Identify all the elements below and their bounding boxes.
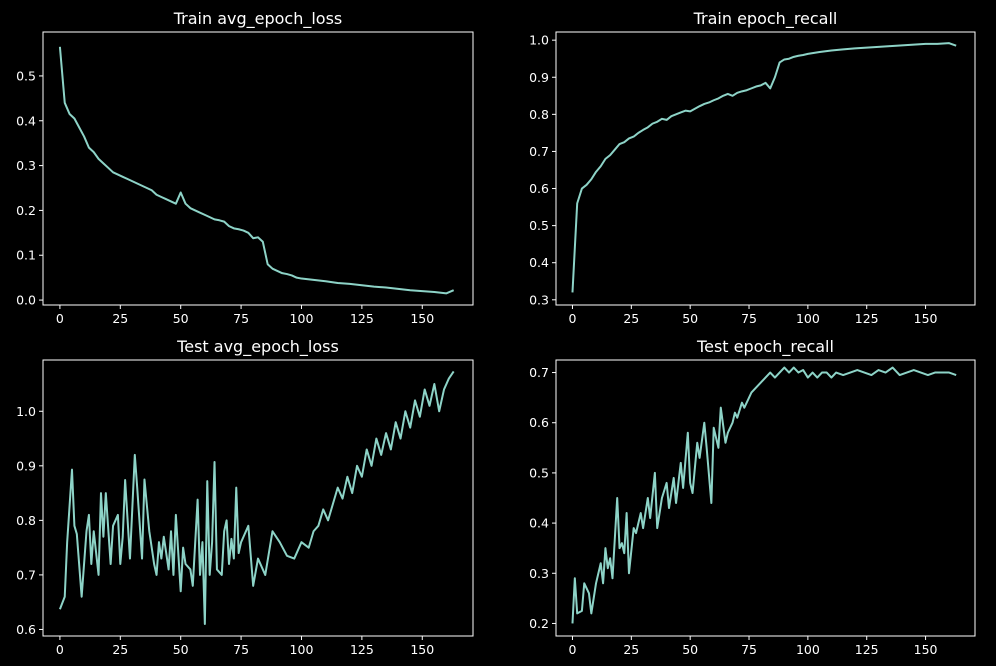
panel-test-avg-epoch-loss: Test avg_epoch_loss 0 25 50 75 100 125 1500.60… — [16, 337, 474, 657]
y-tick-label: 0.5 — [16, 68, 36, 83]
x-tick-label: 125 — [350, 311, 374, 326]
x-tick-label: 25 — [623, 311, 639, 326]
chart-title: Test avg_epoch_loss — [176, 337, 339, 357]
y-tick-label: 0.8 — [529, 107, 549, 122]
x-tick-label: 0 — [56, 311, 64, 326]
y-tick-label: 0.9 — [529, 70, 549, 85]
x-tick-label: 75 — [233, 642, 249, 657]
x-tick-label: 100 — [796, 311, 820, 326]
y-tick-label: 0.4 — [529, 255, 549, 270]
tick-group: 0 25 50 75 100 125 150 0.3 0.4 0.5 0.6 0.7 0.8 0.9 1.0 — [529, 33, 937, 326]
y-tick-label: 0.6 — [529, 181, 549, 196]
y-tick-label: 0.4 — [16, 113, 36, 128]
y-tick-label: 0.5 — [529, 218, 549, 233]
chart-title: Test epoch_recall — [696, 337, 834, 357]
x-tick-label: 150 — [410, 311, 434, 326]
x-tick-label: 100 — [290, 642, 314, 657]
x-tick-label: 125 — [855, 642, 879, 657]
x-tick-label: 50 — [682, 311, 698, 326]
y-tick-label: 0.8 — [16, 513, 36, 528]
y-tick-label: 0.3 — [529, 566, 549, 581]
y-tick-label: 0.5 — [529, 465, 549, 480]
x-tick-label: 100 — [290, 311, 314, 326]
y-tick-label: 0.3 — [529, 292, 549, 307]
x-tick-label: 75 — [233, 311, 249, 326]
y-tick-label: 1.0 — [16, 404, 36, 419]
x-tick-label: 0 — [56, 642, 64, 657]
y-tick-label: 0.2 — [16, 203, 36, 218]
x-tick-label: 150 — [914, 311, 938, 326]
y-tick-label: 0.9 — [16, 458, 36, 473]
x-tick-label: 150 — [410, 642, 434, 657]
series-line — [571, 366, 957, 624]
plot-area-frame — [555, 31, 976, 306]
y-tick-label: 0.4 — [529, 516, 549, 531]
series-line — [58, 370, 455, 625]
y-tick-label: 0.1 — [16, 248, 36, 263]
x-tick-label: 125 — [855, 311, 879, 326]
tick-group: 0 25 50 75 100 125 150 0.2 0.3 0.4 0.5 0.6 0.7 — [529, 365, 937, 657]
series-line — [571, 42, 957, 293]
plot-area-frame — [555, 359, 976, 637]
tick-group: 0 25 50 75 100 125 150 0.0 0.1 0.2 0.3 0.4 0.5 — [16, 68, 434, 326]
x-tick-label: 100 — [796, 642, 820, 657]
x-tick-label: 0 — [569, 311, 577, 326]
y-tick-label: 1.0 — [529, 33, 549, 48]
chart-title: Train epoch_recall — [693, 9, 838, 29]
panel-test-epoch-recall: Test epoch_recall 0 25 50 75 100 125 150 0.2 0.3… — [529, 337, 976, 657]
plot-area-frame — [42, 31, 474, 306]
x-tick-label: 25 — [623, 642, 639, 657]
y-tick-label: 0.3 — [16, 158, 36, 173]
y-tick-label: 0.6 — [529, 415, 549, 430]
x-tick-label: 50 — [173, 642, 189, 657]
x-tick-label: 50 — [173, 311, 189, 326]
x-tick-label: 75 — [741, 311, 757, 326]
plot-area-frame — [42, 359, 474, 637]
y-tick-label: 0.7 — [529, 144, 549, 159]
y-tick-label: 0.6 — [16, 622, 36, 637]
series-line — [58, 46, 455, 295]
x-tick-label: 50 — [682, 642, 698, 657]
panel-train-avg-epoch-loss: Train avg_epoch_loss 0 25 50 75 100 125 150 0.0… — [16, 9, 474, 326]
y-tick-label: 0.0 — [16, 293, 36, 308]
x-tick-label: 0 — [569, 642, 577, 657]
y-tick-label: 0.7 — [16, 567, 36, 582]
panel-train-epoch-recall: Train epoch_recall 0 25 50 75 100 125 150 0.3 0.… — [529, 9, 976, 326]
tick-group: 0 25 50 75 100 125 150 0.6 0.7 0.8 0.9 1.0 — [16, 404, 434, 657]
x-tick-label: 125 — [350, 642, 374, 657]
x-tick-label: 25 — [112, 311, 128, 326]
x-tick-label: 75 — [741, 642, 757, 657]
chart-title: Train avg_epoch_loss — [173, 9, 343, 29]
x-tick-label: 150 — [914, 642, 938, 657]
y-tick-label: 0.2 — [529, 616, 549, 631]
x-tick-label: 25 — [112, 642, 128, 657]
y-tick-label: 0.7 — [529, 365, 549, 380]
